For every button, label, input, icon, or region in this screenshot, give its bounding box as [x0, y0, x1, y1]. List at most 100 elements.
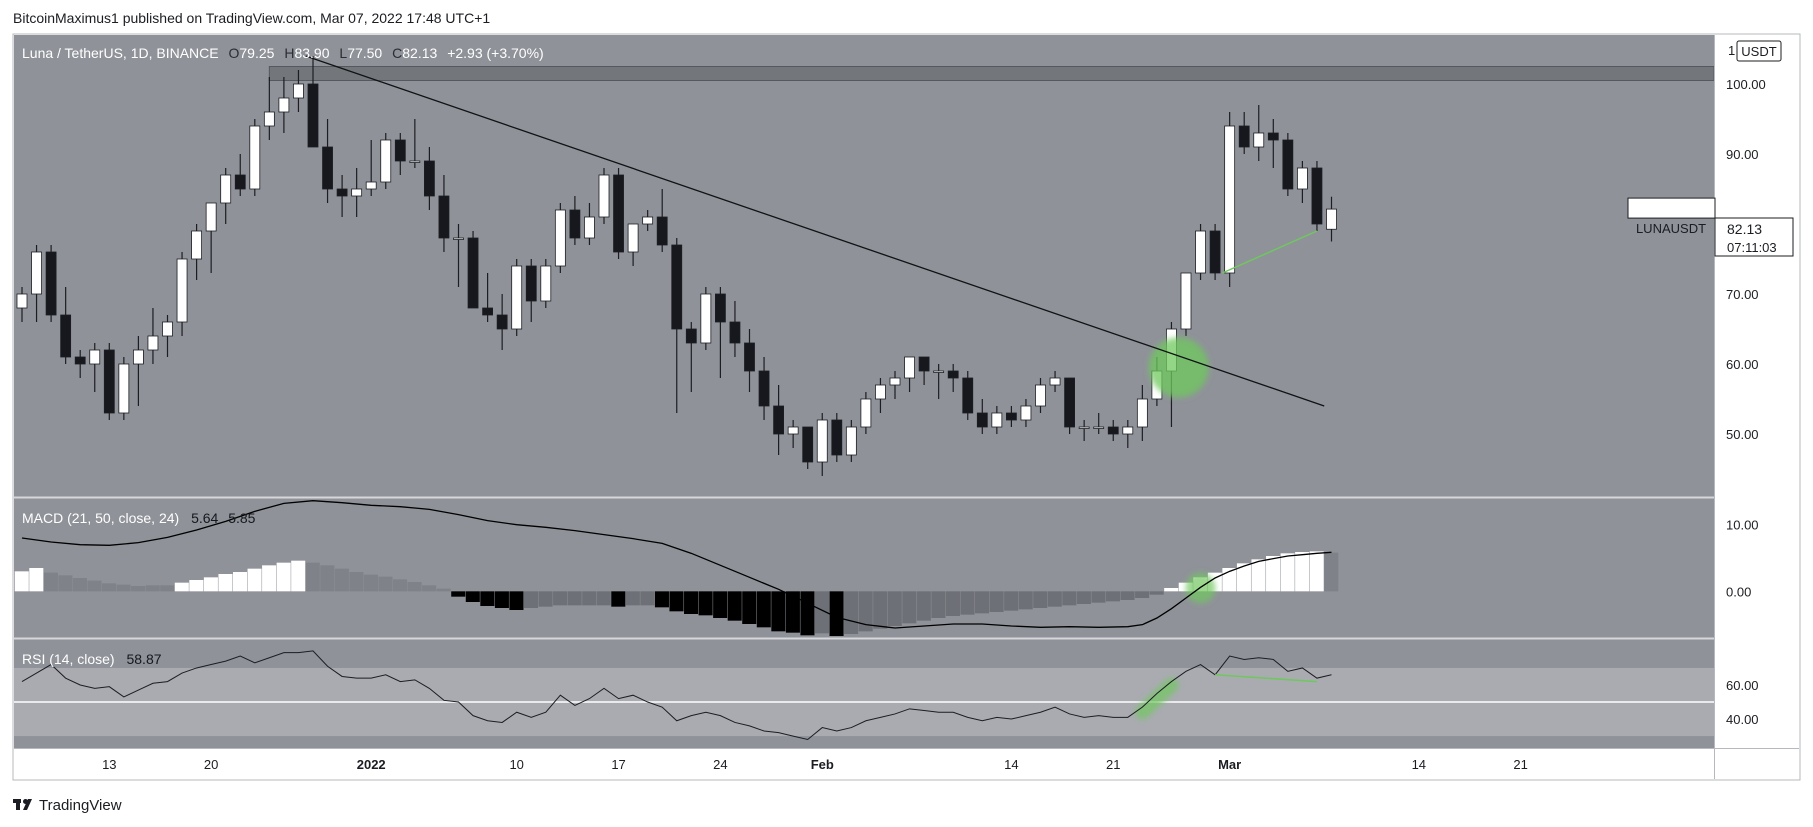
candle	[525, 259, 537, 322]
macd-histogram-bar	[72, 578, 87, 592]
rsi-tick-label: 60.00	[1726, 678, 1759, 693]
price-tick-label: 60.00	[1726, 357, 1759, 372]
bullish-candle-body	[889, 377, 901, 386]
candle	[685, 322, 697, 392]
macd-value-2: 5.85	[228, 510, 255, 526]
bearish-candle-body	[525, 265, 537, 302]
candles	[16, 56, 1337, 476]
macd-histogram-bar	[523, 591, 539, 608]
candle	[293, 70, 304, 112]
macd-histogram-bar	[87, 580, 102, 592]
bearish-candle-body	[758, 370, 770, 407]
candle	[351, 168, 363, 217]
bullish-candle-body	[118, 363, 130, 414]
candle	[1297, 161, 1308, 203]
macd-line	[21, 500, 1332, 629]
macd-title: MACD (21, 50, close, 24)	[22, 510, 179, 526]
rsi-divergence-line	[1215, 674, 1318, 683]
macd-histogram-bar	[1295, 552, 1310, 592]
rsi-tick-label: 40.00	[1726, 712, 1759, 727]
macd-histogram-bar	[1033, 591, 1048, 608]
macd-histogram-bar	[291, 560, 306, 592]
currency-unit-badge[interactable]	[1736, 40, 1782, 62]
open-label: O	[229, 45, 240, 61]
macd-histogram-bar	[1135, 591, 1150, 598]
price-annotations	[305, 55, 1325, 407]
time-axis[interactable]: 13 20 2022 10 17 24 Feb 14 21 Mar 14 21	[14, 748, 1799, 779]
macd-histogram-bar	[131, 586, 146, 592]
candle	[263, 77, 275, 140]
macd-histogram-bar	[102, 583, 117, 592]
candle	[831, 413, 843, 462]
candle	[89, 343, 101, 392]
tradingview-logo[interactable]: TradingView	[13, 797, 122, 814]
bullish-candle-body	[584, 216, 595, 239]
macd-histogram-bar	[174, 582, 189, 592]
macd-histogram-bar	[29, 568, 44, 592]
macd-histogram-bar	[407, 582, 422, 592]
macd-histogram-bar	[203, 577, 218, 592]
bearish-candle-body	[671, 244, 683, 330]
bearish-candle-body	[482, 307, 494, 316]
price-scale-background[interactable]	[1714, 35, 1799, 748]
candle	[1209, 224, 1221, 280]
macd-tick-label: 0.00	[1726, 584, 1751, 599]
time-tick-label: 21	[1106, 757, 1120, 772]
candle	[162, 315, 173, 357]
price-pane[interactable]: Luna / TetherUS, 1D, BINANCE O79.25 H83.…	[14, 35, 1715, 497]
candle	[322, 119, 333, 203]
bearish-candle-body	[1064, 377, 1075, 428]
candle	[1267, 119, 1279, 168]
candle	[773, 385, 784, 455]
candle	[598, 168, 610, 224]
bearish-candle-body	[322, 146, 333, 190]
bullish-candle-body	[263, 111, 275, 127]
macd-histogram-bar	[902, 591, 917, 624]
candle	[496, 294, 508, 350]
candle	[918, 356, 930, 385]
currency-unit-label: USDT	[1741, 44, 1776, 59]
macd-histogram	[14, 551, 1339, 636]
candle	[220, 168, 232, 224]
macd-histogram-bar	[829, 591, 844, 636]
bearish-candle-body	[394, 139, 406, 162]
publisher-line: BitcoinMaximus1 published on TradingView…	[13, 10, 490, 26]
macd-histogram-bar	[945, 591, 960, 616]
macd-tick-label: 10.00	[1726, 518, 1759, 533]
candle	[715, 287, 726, 378]
candle	[16, 287, 28, 322]
bullish-candle-body	[860, 398, 872, 428]
candle	[1195, 224, 1206, 280]
rsi-pane[interactable]: RSI (14, close) 58.87	[14, 639, 1714, 748]
macd-histogram-bar	[320, 565, 335, 592]
breakout-highlight-circle	[1148, 337, 1209, 398]
candle	[1006, 406, 1017, 427]
price-tick-label: 90.00	[1726, 147, 1759, 162]
macd-legend: MACD (21, 50, close, 24) 5.64 5.85	[22, 510, 256, 526]
macd-histogram-bar	[465, 591, 480, 602]
candle	[249, 119, 261, 196]
svg-text:Luna / TetherUS, 1D, BINANCE: Luna / TetherUS, 1D, BINANCE O79.25 H83.…	[22, 45, 544, 61]
time-tick-label: 14	[1412, 757, 1426, 772]
candle	[671, 238, 683, 413]
bearish-candle-body	[60, 314, 72, 358]
macd-histogram-bar	[334, 568, 349, 592]
time-tick-label: 13	[102, 757, 116, 772]
bearish-candle-body	[802, 426, 814, 463]
macd-histogram-bar	[1076, 591, 1091, 604]
macd-pane[interactable]: MACD (21, 50, close, 24) 5.64 5.85	[14, 498, 1714, 638]
bullish-candle-body	[278, 97, 290, 113]
macd-histogram-bar	[1324, 552, 1339, 592]
bullish-candle-body	[205, 202, 217, 232]
candle	[60, 287, 72, 364]
bearish-candle-body	[1006, 412, 1017, 421]
bullish-candle-body	[380, 139, 392, 183]
macd-histogram-bar	[669, 591, 684, 612]
bullish-candle-body	[176, 258, 188, 323]
bullish-candle-body	[875, 384, 886, 400]
bullish-candle-body	[365, 181, 377, 190]
candle	[613, 168, 624, 259]
candle	[627, 223, 639, 266]
macd-histogram-bar	[276, 562, 291, 592]
